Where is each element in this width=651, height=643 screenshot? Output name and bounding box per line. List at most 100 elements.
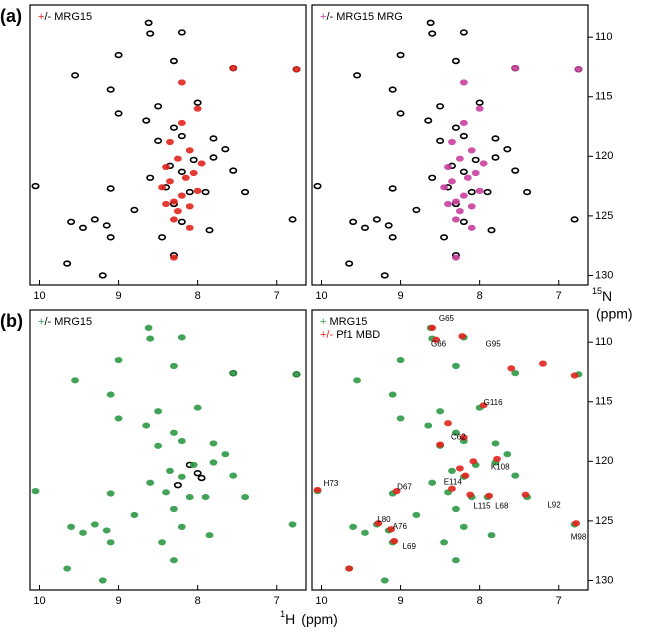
peak: [459, 119, 468, 127]
peak: [485, 492, 494, 499]
peak: [353, 72, 362, 79]
panel: 10 9 8 7 (a) +/- MRG15: [0, 4, 307, 302]
peak: [130, 511, 139, 519]
peak: [146, 335, 155, 342]
peak: [221, 451, 230, 458]
peak: [475, 187, 484, 194]
x-tick-label: 9: [398, 595, 404, 607]
peak: [106, 539, 115, 546]
peak: [574, 66, 583, 73]
peak-label: L115: [473, 502, 491, 511]
peak: [162, 163, 170, 171]
peak: [374, 520, 383, 527]
x-tick-label: 8: [477, 595, 483, 607]
peak: [142, 117, 151, 124]
peak: [440, 184, 448, 191]
y-tick-label: 110: [595, 336, 613, 348]
x-tick-label: 9: [116, 290, 122, 302]
peak: [162, 200, 170, 208]
peak: [170, 254, 178, 261]
legend-entry: +/- MRG15: [38, 11, 92, 23]
peak: [466, 491, 475, 498]
peak: [426, 19, 435, 27]
peak: [209, 440, 218, 447]
peak: [144, 19, 153, 27]
peak-label: D67: [397, 483, 412, 492]
x-tick-label: 8: [195, 290, 201, 302]
peak: [170, 198, 178, 205]
plot-frame: [29, 4, 307, 286]
peak-label: L80: [377, 515, 391, 524]
peak: [507, 365, 516, 372]
peak: [154, 103, 163, 110]
peak-label: C62: [451, 433, 466, 442]
peak: [448, 178, 456, 185]
peak: [146, 479, 155, 486]
peak: [452, 254, 460, 261]
x-tick-label: 8: [477, 290, 483, 302]
peak: [428, 479, 437, 486]
peak: [424, 422, 433, 429]
peak: [451, 57, 460, 65]
peak-label: L68: [495, 502, 509, 511]
peak: [463, 174, 472, 181]
peak: [169, 124, 178, 131]
peak: [142, 422, 151, 429]
peak: [177, 132, 186, 140]
peak: [440, 234, 449, 241]
peaks: [31, 19, 301, 279]
peak: [170, 505, 178, 513]
peak: [169, 57, 178, 65]
peak: [229, 167, 238, 174]
peak: [185, 147, 194, 154]
peak: [193, 99, 202, 106]
peak: [31, 488, 40, 495]
peak: [193, 470, 202, 477]
legend-entry: +/- MRG15 MRG: [320, 11, 403, 23]
peak: [459, 192, 468, 199]
y-tick-label: 125: [595, 515, 613, 527]
peak: [201, 188, 210, 196]
peak-label: G66: [431, 340, 447, 349]
peak: [177, 79, 186, 86]
peak: [380, 272, 389, 279]
peak: [539, 360, 547, 367]
peak: [444, 420, 452, 427]
peak: [313, 182, 322, 190]
peak: [197, 474, 206, 482]
peak: [241, 493, 250, 501]
plot-frame: [311, 4, 589, 286]
y-tick-label: 115: [595, 396, 613, 408]
plot-frame: [29, 309, 307, 591]
peak: [458, 333, 467, 340]
peaks: [313, 19, 583, 279]
peak-label: L69: [403, 542, 417, 551]
peak: [229, 370, 238, 377]
plot-frame: [311, 309, 589, 591]
peak: [181, 174, 190, 181]
peak: [189, 169, 198, 177]
peak: [471, 169, 480, 177]
peak: [388, 234, 397, 241]
legend-entry: +/- Pf1 MBD: [320, 329, 380, 341]
legend-entry: +/- MRG15: [38, 316, 92, 328]
peak: [146, 174, 155, 181]
peak: [144, 324, 153, 331]
peak: [98, 577, 107, 584]
legend-text: MRG15: [326, 316, 367, 328]
peak: [452, 429, 460, 436]
peak: [90, 521, 99, 528]
peak: [177, 523, 186, 530]
peak: [130, 206, 139, 214]
peak: [173, 155, 182, 162]
peak: [106, 86, 115, 93]
y-axis-title-unit: (ppm): [596, 306, 633, 322]
peak: [380, 577, 389, 584]
legend-mark: +: [38, 316, 44, 328]
peak: [154, 408, 163, 415]
peak: [436, 103, 445, 110]
peak: [229, 472, 238, 479]
peak: [372, 216, 381, 223]
